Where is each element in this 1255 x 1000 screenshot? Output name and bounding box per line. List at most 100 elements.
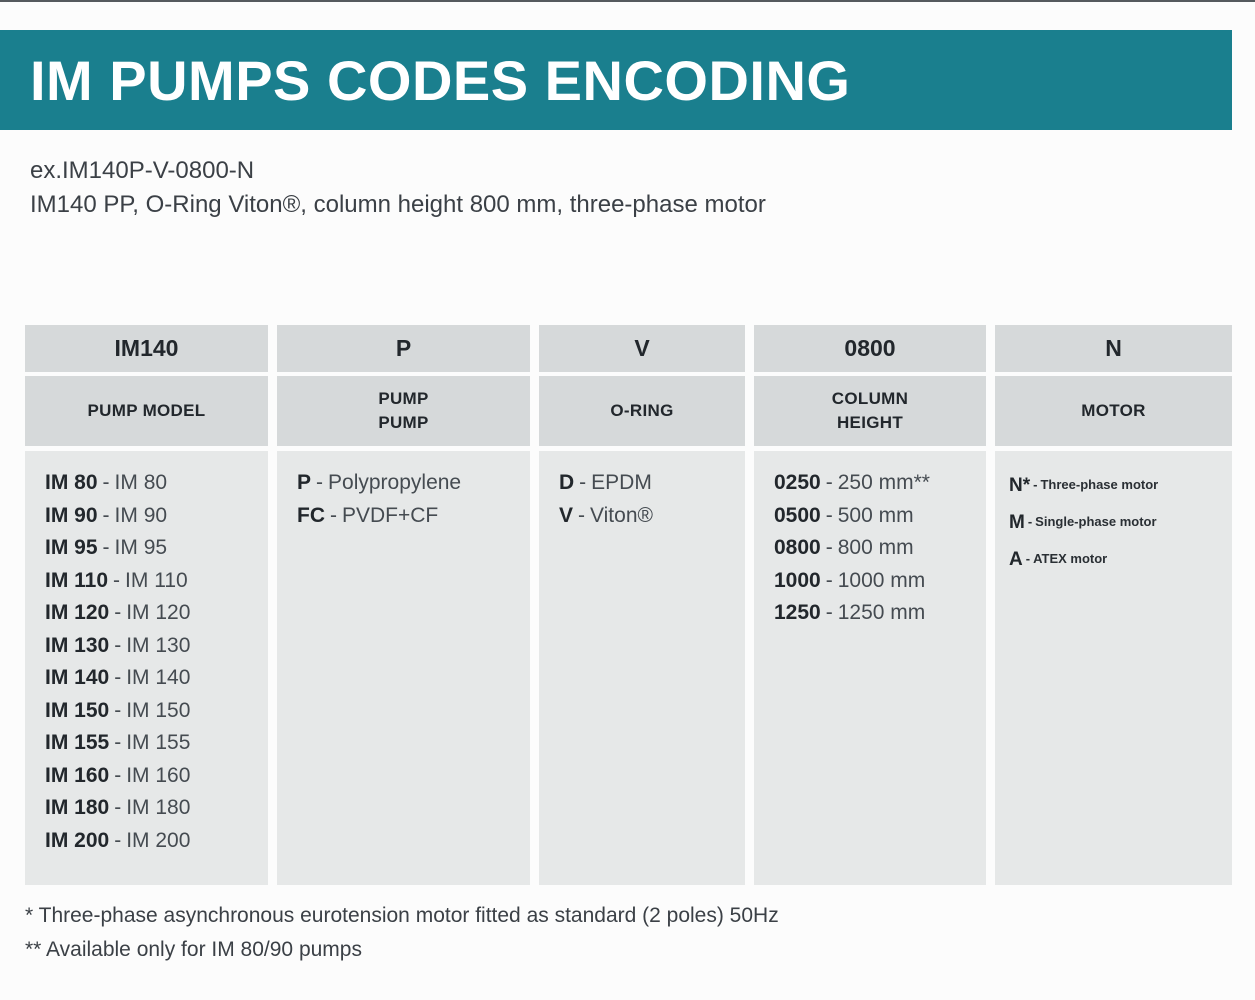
column-code: V [539,325,745,372]
entry-code: IM 110 [45,568,109,592]
column-code: IM140 [25,325,268,372]
entry-desc: IM 180 [126,796,191,819]
column-header: COLUMN HEIGHT [754,376,986,446]
code-entry: D - EPDM [559,467,737,500]
entry-separator: - [102,471,110,494]
encoding-table: IM140 PUMP MODEL IM 80- IM 80 IM 90- IM 90… [25,325,1232,885]
entry-separator: - [1033,477,1038,492]
entry-separator: - [102,536,110,559]
entry-desc: Viton® [590,503,653,527]
entry-separator: - [825,471,833,494]
entry-desc: IM 200 [126,828,191,852]
code-entry: FC - PVDF+CF [297,500,522,533]
code-entry: 0500-500 mm [774,500,978,533]
column-body: IM 80- IM 80 IM 90- IM 90 IM 95- IM 95 IM 1… [25,451,268,885]
code-entry: 0800-800 mm [774,532,978,565]
scan-top-edge [0,0,1255,2]
entry-separator: - [114,601,122,624]
entry-desc: EPDM [591,471,652,494]
table-column: IM140 PUMP MODEL IM 80- IM 80 IM 90- IM 90… [25,325,268,885]
entry-separator: - [330,503,337,527]
column-body: 0250-250 mm** 0500-500 mm 0800-800 mm 10… [754,451,986,885]
entry-code: IM 140 [45,666,110,689]
entry-code: M [1009,512,1025,533]
entry-code: 1000 [774,568,821,592]
column-code: P [277,325,530,372]
table-column: N MOTOR N* - Three-phase motor M - Single-ph… [995,325,1232,885]
footnote: * Three-phase asynchronous eurotension m… [25,904,779,927]
entry-desc: IM 90 [114,503,168,527]
entry-code: V [559,503,574,527]
entry-separator: - [102,503,110,527]
column-body: P - Polypropylene FC - PVDF+CF [277,451,530,885]
example-description: IM140 PP, O-Ring Viton®, column height 8… [30,191,766,218]
entry-desc: IM 120 [126,601,191,624]
entry-desc: IM 160 [126,763,191,787]
entry-separator: - [1027,514,1033,529]
code-entry: IM 130- IM 130 [45,630,260,663]
entry-separator: - [825,568,833,592]
entry-code: 1250 [774,601,821,624]
entry-separator: - [113,568,121,592]
entry-desc: Three-phase motor [1040,477,1159,492]
code-entry: IM 180- IM 180 [45,792,260,825]
entry-desc: IM 140 [126,666,191,689]
column-header: PUMP MODEL [25,376,268,446]
entry-code: D [559,471,575,494]
code-entry: IM 155- IM 155 [45,727,260,760]
entry-code: IM 130 [45,633,110,657]
entry-desc: IM 110 [125,568,188,592]
code-entry: IM 150- IM 150 [45,695,260,728]
entry-desc: 1000 mm [837,568,926,592]
page-title: IM PUMPS CODES ENCODING [30,48,851,112]
code-entry: M - Single-phase motor [1009,504,1224,541]
entry-desc: 800 mm [837,536,914,559]
entry-separator: - [114,796,122,819]
code-entry: IM 160- IM 160 [45,760,260,793]
entry-code: IM 180 [45,796,110,819]
entry-code: P [297,471,312,494]
table-column: 0800 COLUMN HEIGHT 0250-250 mm** 0500-50… [754,325,986,885]
column-code: 0800 [754,325,986,372]
entry-code: A [1009,549,1023,570]
code-entry: IM 140- IM 140 [45,662,260,695]
entry-code: IM 95 [45,536,98,559]
entry-separator: - [114,828,122,852]
entry-desc: IM 130 [126,633,191,657]
entry-separator: - [1025,551,1031,566]
column-body: N* - Three-phase motor M - Single-phase moto… [995,451,1232,885]
code-entry: 0250-250 mm** [774,467,978,500]
code-entry: IM 95- IM 95 [45,532,260,565]
entry-separator: - [114,666,122,689]
code-entry: IM 200- IM 200 [45,825,260,858]
entry-desc: 1250 mm [837,601,926,624]
footnote: ** Available only for IM 80/90 pumps [25,938,362,961]
entry-desc: 250 mm** [837,471,930,494]
code-entry: 1250-1250 mm [774,597,978,630]
entry-code: IM 150 [45,698,110,722]
entry-code: IM 200 [45,828,110,852]
column-code: N [995,325,1232,372]
code-entry: A - ATEX motor [1009,541,1224,578]
title-bar: IM PUMPS CODES ENCODING [0,30,1232,130]
entry-separator: - [114,698,122,722]
entry-desc: IM 80 [114,471,168,494]
example-block: ex.IM140P-V-0800-N IM140 PP, O-Ring Vito… [30,154,1255,222]
entry-code: 0800 [774,536,821,559]
code-entry: IM 90- IM 90 [45,500,260,533]
entry-code: IM 160 [45,763,110,787]
entry-code: IM 155 [45,731,110,754]
table-column: P PUMP PUMP P - Polypropylene FC - PVDF+CF [277,325,530,885]
entry-code: IM 120 [45,601,110,624]
entry-desc: IM 150 [126,698,191,722]
entry-desc: PVDF+CF [342,503,439,527]
entry-separator: - [578,503,586,527]
code-entry: N* - Three-phase motor [1009,467,1224,504]
column-header: PUMP PUMP [277,376,530,446]
footnotes: * Three-phase asynchronous eurotension m… [25,899,1255,967]
entry-desc: ATEX motor [1033,551,1108,566]
entry-separator: - [114,763,122,787]
entry-desc: Polypropylene [328,471,462,494]
entry-separator: - [114,633,122,657]
entry-desc: IM 95 [114,536,168,559]
